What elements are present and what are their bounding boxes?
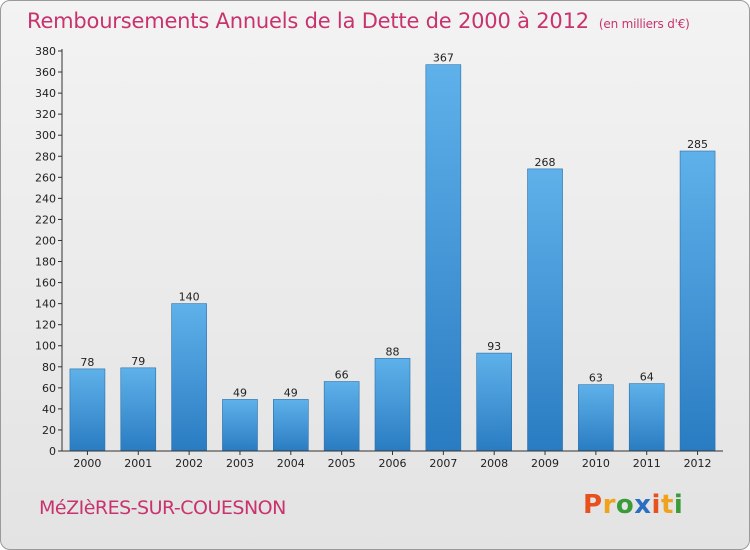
data-label-2008: 93 xyxy=(487,340,501,353)
x-tick-label-2004: 2004 xyxy=(277,457,305,470)
logo-letter: r xyxy=(602,490,616,520)
y-tick-label: 200 xyxy=(35,234,56,247)
y-tick-label: 180 xyxy=(35,256,56,269)
y-tick-label: 40 xyxy=(42,403,56,416)
data-label-2007: 367 xyxy=(433,52,454,65)
x-tick-label-2011: 2011 xyxy=(633,457,661,470)
data-label-2000: 78 xyxy=(80,356,94,369)
logo-letter: i xyxy=(651,490,661,520)
y-tick-label: 60 xyxy=(42,382,56,395)
bar-2003 xyxy=(222,399,258,452)
logo-letter: t xyxy=(660,490,674,520)
x-tick-label-2001: 2001 xyxy=(124,457,152,470)
x-tick-label-2005: 2005 xyxy=(328,457,356,470)
y-tick-label: 240 xyxy=(35,192,56,205)
bar-2002 xyxy=(171,303,207,452)
data-label-2002: 140 xyxy=(179,291,200,304)
x-tick-label-2002: 2002 xyxy=(175,457,203,470)
bar-2008 xyxy=(476,352,512,452)
x-tick-label-2000: 2000 xyxy=(73,457,101,470)
logo-letter: o xyxy=(615,490,635,520)
x-tick-label-2008: 2008 xyxy=(480,457,508,470)
bar-2007 xyxy=(425,64,462,452)
chart-title: Remboursements Annuels de la Dette de 20… xyxy=(27,9,690,33)
bar-2004 xyxy=(273,399,309,452)
data-label-2009: 268 xyxy=(535,156,556,169)
axes-group: 0 20 40 60 80 100 120 140 160 180 200 220 240 260 280 3… xyxy=(35,45,723,470)
y-tick-label: 160 xyxy=(35,277,56,290)
bar-2012 xyxy=(679,150,716,452)
data-label-2001: 79 xyxy=(131,355,145,368)
bars-group: 78 79 140 49 49 66 88 367 93 268 63 64 285 xyxy=(69,52,716,452)
y-tick-label: 220 xyxy=(35,213,56,226)
proxiti-logo: Proxiti xyxy=(583,490,683,520)
logo-letter: i xyxy=(673,490,684,520)
x-tick-label-2009: 2009 xyxy=(531,457,559,470)
x-tick-label-2007: 2007 xyxy=(429,457,457,470)
y-tick-label: 340 xyxy=(35,87,56,100)
bar-2005 xyxy=(323,381,360,452)
logo-letter: P xyxy=(583,490,603,520)
x-tick-label-2010: 2010 xyxy=(582,457,610,470)
x-tick-label-2006: 2006 xyxy=(379,457,407,470)
data-label-2005: 66 xyxy=(335,369,349,382)
y-tick-label: 80 xyxy=(42,361,56,374)
x-tick-label-2012: 2012 xyxy=(684,457,712,470)
y-tick-label: 380 xyxy=(35,45,56,58)
bar-2001 xyxy=(120,367,157,452)
chart-unit: (en milliers d'€) xyxy=(598,17,690,31)
bar-2000 xyxy=(69,368,106,452)
y-tick-label: 260 xyxy=(35,171,56,184)
y-tick-label: 20 xyxy=(42,424,56,437)
bar-2011 xyxy=(628,383,665,452)
y-tick-label: 360 xyxy=(35,66,56,79)
bar-2010 xyxy=(578,384,614,452)
x-tick-label-2003: 2003 xyxy=(226,457,254,470)
logo-letter: x xyxy=(634,490,652,520)
data-label-2003: 49 xyxy=(233,386,247,399)
y-tick-label: 320 xyxy=(35,108,56,121)
data-label-2012: 285 xyxy=(687,138,708,151)
y-tick-label: 0 xyxy=(49,445,56,458)
bar-2009 xyxy=(527,168,563,452)
bar-2006 xyxy=(374,358,411,452)
data-label-2004: 49 xyxy=(284,386,298,399)
y-tick-label: 300 xyxy=(35,129,56,142)
y-tick-label: 140 xyxy=(35,298,56,311)
y-tick-label: 120 xyxy=(35,319,56,332)
y-tick-label: 280 xyxy=(35,150,56,163)
city-name: MéZIèRES-SUR-COUESNON xyxy=(39,497,286,519)
data-label-2011: 64 xyxy=(640,371,654,384)
data-label-2006: 88 xyxy=(386,345,400,358)
data-label-2010: 63 xyxy=(589,372,603,385)
y-tick-label: 100 xyxy=(35,340,56,353)
